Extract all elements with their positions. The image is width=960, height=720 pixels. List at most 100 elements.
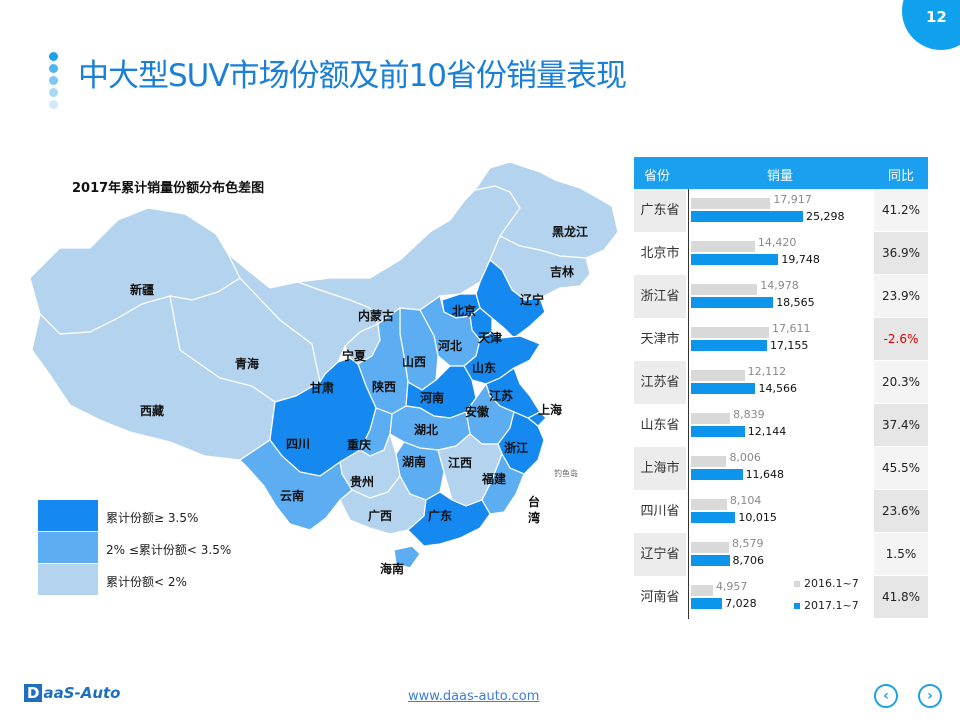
province-label: 北京 <box>452 303 476 318</box>
province-label: 天津 <box>478 330 502 345</box>
province-label: 辽宁 <box>520 292 544 307</box>
value-label-2016: 14,420 <box>757 236 797 249</box>
table-row: 广东省 17,917 25,298 41.2% <box>634 189 928 232</box>
table-row: 江苏省 12,112 14,566 20.3% <box>634 361 928 404</box>
province-cell: 广东省 <box>634 189 686 232</box>
legend-label: 2% ≤累计份额< 3.5% <box>106 543 232 557</box>
province-label: 西藏 <box>140 403 164 418</box>
province-cell: 浙江省 <box>634 275 686 318</box>
province-label: 吉林 <box>550 264 574 279</box>
page-number-badge: 12 <box>902 0 960 50</box>
province-label: 四川 <box>286 437 310 451</box>
province-label: 河南 <box>419 390 444 405</box>
yoy-cell: 23.9% <box>874 275 928 318</box>
province-label: 广东 <box>428 508 452 523</box>
province-sales-table: 省份 销量 同比 广东省 17,917 25,298 41.2% 北京市 14,420 19… <box>634 157 928 619</box>
table-row: 山东省 8,839 12,144 37.4% <box>634 404 928 447</box>
value-label-2016: 12,112 <box>747 365 787 378</box>
map-title: 2017年累计销量份额分布色差图 <box>72 181 265 196</box>
value-label-2016: 17,611 <box>771 322 811 335</box>
title-decoration-dots <box>48 52 60 112</box>
table-row: 四川省 8,104 10,015 23.6% <box>634 490 928 533</box>
province-label: 青海 <box>235 356 259 371</box>
bar-2017 <box>691 598 723 609</box>
bar-2017 <box>691 211 803 222</box>
header-sales: 销量 <box>767 169 794 184</box>
province-cell: 北京市 <box>640 246 680 261</box>
legend-label: 累计份额< 2% <box>106 575 187 589</box>
bar-2016 <box>691 456 727 467</box>
bar-2017 <box>691 254 779 265</box>
province-label: 台湾 <box>528 494 540 525</box>
province-label: 山西 <box>402 354 426 369</box>
province-label: 重庆 <box>347 437 371 452</box>
legend-swatch <box>38 500 98 531</box>
province-label: 黑龙江 <box>552 224 588 239</box>
value-label-2016: 17,917 <box>773 193 812 206</box>
bar-2016 <box>691 241 755 252</box>
bar-2017 <box>691 297 774 308</box>
yoy-cell: 1.5% <box>874 533 928 576</box>
header-province: 省份 <box>644 169 671 184</box>
yoy-cell: -2.6% <box>874 318 928 361</box>
value-label-2017: 14,566 <box>758 382 797 395</box>
value-label-2016: 8,104 <box>729 494 762 507</box>
bar-2016 <box>691 585 713 596</box>
value-label-2017: 19,748 <box>781 253 820 266</box>
province-cell: 四川省 <box>640 504 680 519</box>
chevron-left-icon[interactable]: ‹ <box>874 684 898 708</box>
bar-2016 <box>691 284 758 295</box>
value-label-2017: 17,155 <box>769 339 809 352</box>
value-label-2017: 12,144 <box>747 425 787 438</box>
legend-2017: 2017.1~7 <box>794 599 859 621</box>
footer-url-link[interactable]: www.daas-auto.com <box>408 689 540 704</box>
value-label-2016: 8,579 <box>731 537 764 550</box>
table-row: 浙江省 14,978 18,565 23.9% <box>634 275 928 318</box>
province-label: 贵州 <box>350 474 374 489</box>
page-title: 中大型SUV市场份额及前10省份销量表现 <box>78 58 627 94</box>
province-cell: 辽宁省 <box>634 533 686 576</box>
yoy-cell: 36.9% <box>874 232 928 275</box>
province-label: 湖南 <box>402 454 426 469</box>
bar-2016 <box>691 542 729 553</box>
province-31 <box>523 486 539 530</box>
bar-2016 <box>691 413 731 424</box>
legend-label: 累计份额≥ 3.5% <box>106 511 199 525</box>
yoy-cell: 41.2% <box>874 189 928 232</box>
yoy-cell: 20.3% <box>874 361 928 404</box>
legend-swatch <box>38 532 98 563</box>
province-label: 安徽 <box>465 404 490 419</box>
province-32 <box>393 545 421 569</box>
province-30 <box>407 491 491 547</box>
yoy-cell: 23.6% <box>874 490 928 533</box>
province-label: 福建 <box>481 471 507 486</box>
header-yoy: 同比 <box>888 169 915 184</box>
province-label: 海南 <box>380 561 404 576</box>
province-label: 新疆 <box>130 282 154 297</box>
province-label: 山东 <box>472 360 496 375</box>
legend-swatch <box>38 564 98 595</box>
province-cell: 江苏省 <box>634 361 686 404</box>
yoy-cell: 45.5% <box>874 447 928 490</box>
value-label-2017: 8,706 <box>732 554 765 567</box>
province-label: 陕西 <box>372 379 396 394</box>
table-header: 省份 销量 同比 <box>634 157 928 189</box>
chevron-right-icon[interactable]: › <box>918 684 942 708</box>
province-label: 宁夏 <box>342 348 367 363</box>
legend-2016: 2016.1~7 <box>794 577 859 599</box>
province-6 <box>473 161 619 259</box>
island-label: 钓鱼岛 <box>554 468 578 478</box>
province-label: 河北 <box>437 338 462 353</box>
table-row: 北京市 14,420 19,748 36.9% <box>634 232 928 275</box>
province-label: 江苏 <box>489 388 513 403</box>
chart-legend: 2016.1~7 2017.1~7 <box>794 577 859 621</box>
chart-axis-line <box>688 189 689 619</box>
bar-2017 <box>691 340 767 351</box>
value-label-2017: 18,565 <box>776 296 815 309</box>
yoy-cell: 37.4% <box>874 404 928 447</box>
province-27 <box>481 452 525 515</box>
value-label-2016: 4,957 <box>715 580 748 593</box>
table-row: 天津市 17,611 17,155 -2.6% <box>634 318 928 361</box>
bar-2017 <box>691 512 736 523</box>
